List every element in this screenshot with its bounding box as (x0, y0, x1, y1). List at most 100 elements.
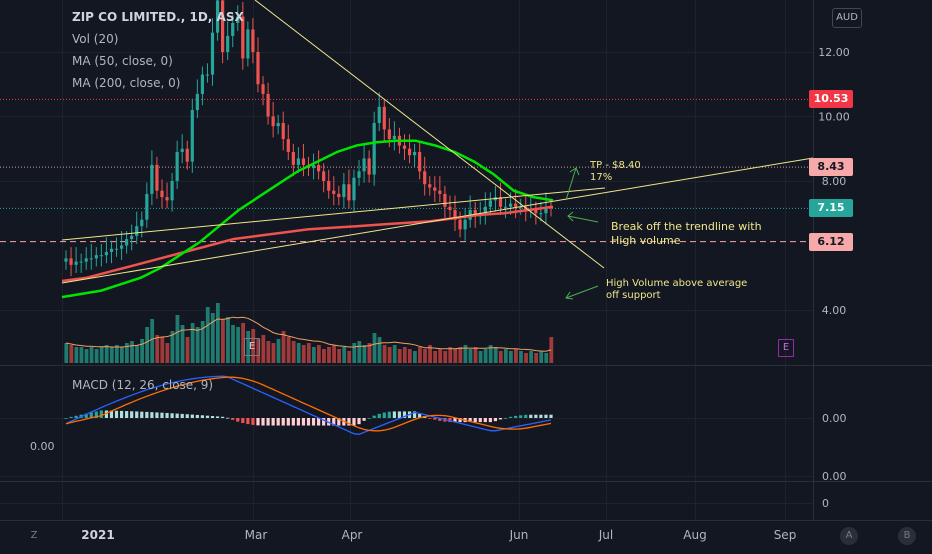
volume-bar-95 (544, 353, 549, 363)
macd-histogram-bar-42 (276, 418, 280, 426)
volume-bar-47 (301, 345, 306, 363)
volume-bar-4 (84, 349, 89, 363)
volume-bar-14 (135, 345, 139, 363)
macd-histogram-bar-24 (185, 414, 189, 418)
volume-bar-35 (241, 323, 246, 363)
candles (64, 0, 553, 277)
macd-tick-label-0: 0.00 (822, 412, 847, 425)
candle-body-25 (190, 110, 194, 162)
macd-histogram-bar-86 (498, 418, 503, 420)
macd-histogram-bar-30 (215, 416, 220, 418)
volume-bar-51 (322, 349, 326, 363)
auto-scale-button[interactable]: A (840, 527, 858, 545)
volume-bar-77 (453, 349, 458, 363)
earnings-marker-past[interactable]: E (244, 338, 260, 356)
macd-histogram-bar-5 (89, 412, 93, 418)
macd-histogram-bar-59 (362, 418, 366, 421)
currency-badge[interactable]: AUD (832, 8, 862, 28)
macd-histogram-bar-58 (357, 418, 361, 425)
macd-histogram-bar-40 (266, 418, 270, 426)
macd-histogram-bar-7 (99, 410, 103, 418)
candle-body-74 (438, 190, 442, 194)
candle-body-83 (483, 206, 487, 214)
macd-histogram-bar-94 (539, 414, 543, 418)
earnings-marker-upcoming[interactable]: E (778, 339, 794, 357)
macd-histogram-bar-50 (317, 418, 321, 426)
volume-bar-42 (276, 339, 281, 363)
volume-bar-11 (119, 347, 124, 363)
annotation-tp-percent: 17% (590, 172, 613, 183)
macd-histogram-bar-23 (180, 413, 184, 418)
macd-histogram-bar-77 (453, 418, 457, 423)
candle-body-0 (64, 258, 68, 262)
macd-histogram-bar-13 (130, 411, 134, 418)
macd-histogram-bar-47 (301, 418, 306, 426)
trendlines[interactable] (61, 0, 814, 284)
volume-bar-89 (514, 349, 518, 363)
candle-body-28 (205, 74, 210, 76)
ma50-line (61, 139, 554, 299)
candle-body-81 (473, 210, 477, 217)
macd-histogram-bar-66 (397, 411, 402, 418)
price-tick-label-3: 4.00 (822, 304, 847, 317)
volume-bar-23 (180, 325, 185, 363)
volume-bar-55 (342, 347, 347, 363)
macd-histogram-bar-15 (140, 411, 144, 418)
volume-bar-6 (94, 349, 99, 363)
candle-body-17 (150, 164, 154, 194)
candle-body-59 (362, 158, 366, 172)
macd-histogram-bar-2 (74, 415, 78, 418)
candle-body-27 (200, 74, 205, 94)
volume-bar-61 (372, 333, 377, 363)
macd-histogram (64, 410, 553, 426)
price-badge-8-43: 8.43 (809, 158, 853, 177)
candle-body-53 (332, 190, 336, 194)
candle-body-32 (226, 35, 230, 52)
volume-bar-81 (473, 347, 478, 363)
timezone-button[interactable]: Z (30, 530, 38, 541)
legend-ma50[interactable]: MA (50, close, 0) (72, 54, 173, 68)
macd-histogram-bar-95 (544, 414, 548, 418)
legend-macd[interactable]: MACD (12, 26, close, 9) (72, 378, 214, 392)
support-trendline (61, 157, 814, 284)
volume-bar-31 (221, 319, 225, 363)
volume-bar-21 (170, 331, 175, 363)
annotation-volume: High Volume above average off support (606, 278, 747, 302)
candle-body-30 (215, 0, 220, 33)
legend-vol[interactable]: Vol (20) (72, 32, 119, 46)
macd-histogram-bar-80 (468, 418, 472, 423)
log-scale-button[interactable]: B (898, 527, 916, 545)
volume-bar-87 (503, 349, 508, 363)
macd-histogram-bar-37 (251, 418, 255, 425)
volume-bar-32 (226, 317, 230, 363)
volume-bar-16 (145, 327, 150, 363)
candle-body-40 (266, 93, 270, 117)
annotation-volume-line2: off support (606, 290, 661, 301)
volume-bar-48 (306, 343, 311, 363)
candle-body-46 (296, 158, 300, 165)
volume-bar-84 (488, 345, 493, 363)
macd-histogram-bar-12 (125, 411, 129, 418)
candle-body-84 (488, 200, 492, 207)
candle-body-14 (135, 226, 139, 236)
legend-ma200[interactable]: MA (200, close, 0) (72, 76, 181, 90)
macd-histogram-bar-88 (508, 416, 513, 418)
candle-body-67 (402, 145, 407, 149)
volume-bar-28 (205, 307, 210, 363)
symbol-title[interactable]: ZIP CO LIMITED., 1D, ASX (72, 10, 244, 24)
volume-bar-26 (195, 327, 200, 363)
volume-bar-66 (397, 349, 402, 363)
arrow-break (567, 211, 599, 223)
candle-body-44 (286, 139, 290, 152)
macd-histogram-bar-87 (503, 417, 508, 419)
volume-bar-82 (478, 351, 483, 363)
volume-bar-53 (332, 345, 336, 363)
macd-histogram-bar-19 (160, 412, 164, 418)
volume-bar-75 (443, 351, 448, 363)
candle-body-62 (377, 106, 381, 123)
candle-body-23 (180, 148, 184, 152)
volume-bar-85 (493, 347, 498, 363)
macd-histogram-bar-84 (488, 418, 492, 423)
